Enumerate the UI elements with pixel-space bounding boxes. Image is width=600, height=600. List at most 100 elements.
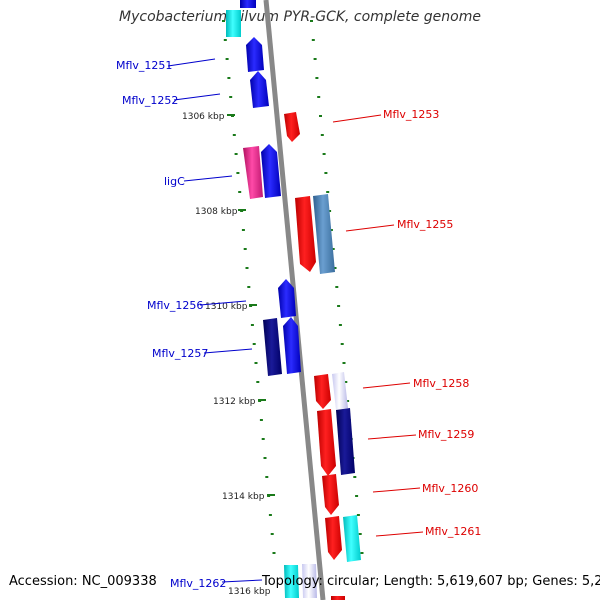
gene-arrow bbox=[313, 194, 335, 274]
gene-arrow bbox=[284, 565, 299, 598]
gene-arrow bbox=[278, 279, 296, 318]
tick-dot bbox=[313, 58, 317, 60]
leader-line bbox=[183, 175, 233, 182]
gene-arrow bbox=[332, 372, 348, 410]
tick-dot bbox=[222, 20, 225, 22]
accession-text: Accession: NC_009338 bbox=[9, 574, 157, 589]
tick-dot bbox=[346, 400, 350, 402]
tick-dot bbox=[340, 343, 344, 345]
forward-leaders bbox=[167, 58, 263, 583]
tick-dot bbox=[229, 96, 233, 98]
kbp-label: 1314 kbp bbox=[222, 492, 265, 502]
leader-line bbox=[167, 58, 216, 67]
tick-dot bbox=[232, 134, 236, 136]
gene-arrow bbox=[325, 516, 342, 560]
gene-arrow bbox=[295, 196, 316, 272]
gene-label-mflv-1256: Mflv_1256 bbox=[147, 299, 203, 312]
gene-arrow bbox=[243, 146, 263, 199]
kbp-label: 1310 kbp bbox=[205, 302, 248, 312]
tick-dot bbox=[247, 286, 251, 288]
gene-label-mflv-1253: Mflv_1253 bbox=[383, 108, 439, 121]
tick-dot bbox=[227, 77, 231, 79]
tick-dot bbox=[329, 229, 333, 231]
forward-genes bbox=[226, 0, 317, 598]
tick-dot bbox=[241, 229, 245, 231]
tick-dot bbox=[261, 438, 265, 440]
gene-label-mflv-1260: Mflv_1260 bbox=[422, 482, 478, 495]
genome-summary-text: Topology: circular; Length: 5,619,607 bp… bbox=[262, 574, 600, 589]
tick-dot bbox=[360, 552, 364, 554]
forward-labels: Mflv_1251 Mflv_1252 ligC Mflv_1256 Mflv_… bbox=[116, 59, 226, 590]
gene-arrow bbox=[331, 596, 345, 600]
kbp-label: 1308 kbp bbox=[195, 207, 238, 217]
tick-dot bbox=[324, 172, 328, 174]
gene-label-mflv-1257: Mflv_1257 bbox=[152, 347, 208, 360]
tick-dot bbox=[225, 58, 229, 60]
kbp-label: 1312 kbp bbox=[213, 397, 256, 407]
gene-label-mflv-1255: Mflv_1255 bbox=[397, 218, 453, 231]
tick-dot bbox=[356, 514, 360, 516]
gene-arrow bbox=[317, 409, 336, 476]
tick-dot bbox=[319, 115, 322, 117]
tick-dot bbox=[238, 191, 242, 193]
gene-arrow bbox=[263, 318, 282, 376]
tick-dot bbox=[223, 39, 227, 41]
tick-dot bbox=[342, 362, 346, 364]
tick-dot bbox=[333, 267, 337, 269]
leader-line bbox=[199, 300, 247, 306]
tick-dot bbox=[353, 476, 357, 478]
gene-label-mflv-1251: Mflv_1251 bbox=[116, 59, 172, 72]
gene-arrow bbox=[261, 144, 281, 198]
tick-dot bbox=[265, 476, 269, 478]
gene-label-mflv-1258: Mflv_1258 bbox=[413, 377, 469, 390]
leader-line bbox=[362, 382, 411, 389]
tick-dot bbox=[326, 191, 330, 193]
leader-line bbox=[375, 531, 424, 537]
gene-arrow bbox=[302, 564, 317, 598]
leader-line bbox=[332, 114, 382, 123]
gene-label-mflv-1262: Mflv_1262 bbox=[170, 577, 226, 590]
leader-line bbox=[367, 434, 417, 440]
leader-line bbox=[345, 224, 395, 232]
kbp-label: 1306 kbp bbox=[182, 112, 225, 122]
gene-arrow bbox=[250, 71, 269, 108]
tick-dot bbox=[254, 362, 258, 364]
tick-dot bbox=[358, 533, 362, 535]
tick-dot bbox=[331, 248, 335, 250]
tick-dot bbox=[311, 39, 315, 41]
leader-line bbox=[221, 579, 263, 583]
gene-arrow bbox=[322, 474, 339, 515]
tick-dot bbox=[270, 533, 274, 535]
tick-dot bbox=[315, 77, 319, 79]
tick-dot bbox=[263, 457, 267, 459]
tick-dot bbox=[320, 134, 324, 136]
reverse-leaders bbox=[332, 114, 424, 537]
reverse-genes bbox=[284, 112, 361, 600]
tick-dot bbox=[310, 20, 313, 22]
tick-dot bbox=[337, 305, 341, 307]
leader-line bbox=[173, 93, 221, 101]
kbp-scale: 1306 kbp 1308 kbp 1310 kbp 1312 kbp 1314… bbox=[182, 112, 275, 597]
tick-dot bbox=[245, 267, 249, 269]
reverse-labels: Mflv_1253 Mflv_1255 Mflv_1258 Mflv_1259 … bbox=[383, 108, 481, 538]
gene-label-mflv-1259: Mflv_1259 bbox=[418, 428, 474, 441]
gene-arrow bbox=[283, 317, 301, 374]
leader-line bbox=[372, 487, 421, 493]
tick-dot bbox=[236, 172, 240, 174]
tick-dot bbox=[259, 419, 263, 421]
tick-dot bbox=[243, 248, 247, 250]
tick-dot bbox=[328, 210, 332, 212]
tick-dot bbox=[344, 381, 348, 383]
tick-dot bbox=[256, 381, 260, 383]
tick-dot bbox=[272, 552, 276, 554]
gene-label-mflv-1252: Mflv_1252 bbox=[122, 94, 178, 107]
gene-label-mflv-1261: Mflv_1261 bbox=[425, 525, 481, 538]
tick-dot bbox=[250, 324, 254, 326]
gene-arrow bbox=[343, 515, 361, 562]
gene-arrow bbox=[314, 374, 331, 409]
tick-dot bbox=[234, 153, 238, 155]
tick-dot bbox=[355, 495, 359, 497]
tick-dot bbox=[335, 286, 339, 288]
leader-line bbox=[203, 348, 253, 354]
